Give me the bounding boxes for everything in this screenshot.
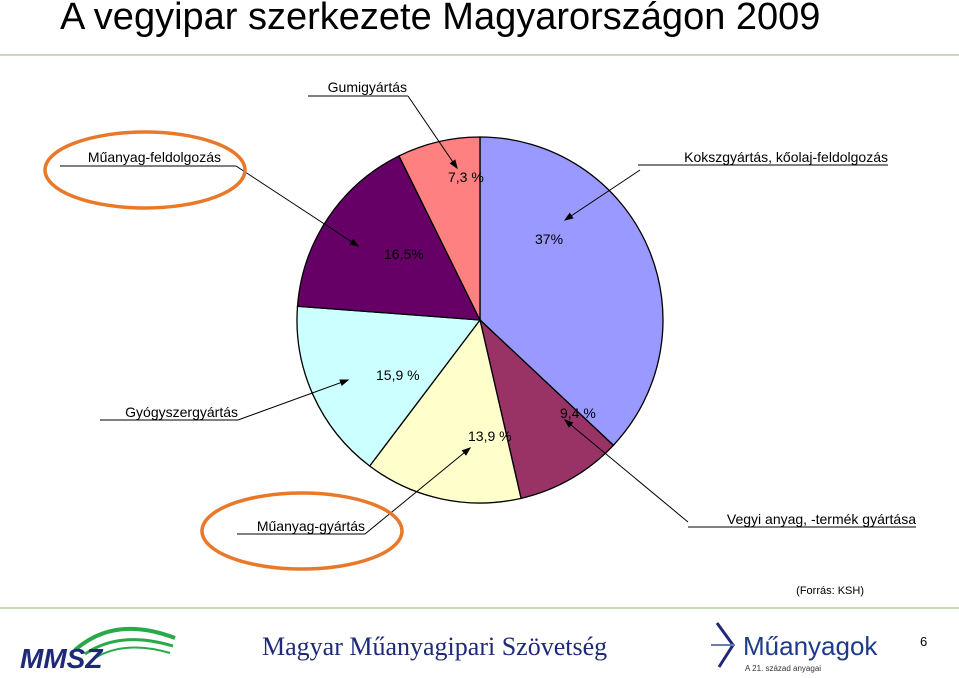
data-label-muanyag-feldolgozas: 16,5% [384,246,424,262]
data-label-gumi: 7,3 % [448,169,484,185]
pie-slice-muanyag-gyartas [368,318,522,504]
category-label-koksz: Kokszgyártás, kőolaj-feldolgozás [684,149,888,165]
page-number: 6 [920,634,928,649]
leader-line-muanyag-gyartas [364,447,471,535]
highlight-ellipse-1 [43,130,247,210]
leader-arrow-muanyag-feldolgozas [349,238,360,247]
category-label-vegyi: Vegyi anyag, -termék gyártása [727,511,916,527]
category-label-muanyag-gyartas: Műanyag-gyártás [257,518,365,534]
leader-line-muanyag-feldolgozas [235,165,359,247]
pie-slice-muanyag-feldolgozas [296,155,482,321]
footer-divider [0,607,959,609]
footer-organization: Magyar Műanyagipari Szövetség [262,632,608,661]
leader-line-gyogyszer [237,379,349,421]
slide-title: A vegyipar szerkezete Magyarországon 200… [60,0,821,38]
pie-slice-gumi [398,136,481,321]
category-label-muanyag-feldolgozas: Műanyag-feldolgozás [88,149,221,165]
svg-text:Műanyagok: Műanyagok [743,631,878,661]
mmsz-logo: MMSZ [20,626,176,674]
data-label-muanyag-gyartas: 13,9 % [468,428,512,444]
leader-line-gumi [407,95,458,169]
leader-arrow-gumi [449,159,458,170]
data-label-vegyi: 9,4 % [560,405,596,421]
svg-text:MMSZ: MMSZ [20,643,103,674]
leader-arrow-koksz [563,212,574,221]
leader-arrow-muanyag-gyartas [461,447,472,456]
title-divider [0,54,959,56]
data-label-gyogyszer: 15,9 % [376,367,420,383]
muanyagok-logo: Műanyagok A 21. század anyagai [711,622,878,673]
pie-slice-gyogyszer [296,305,482,467]
highlight-ellipse-2 [200,491,404,571]
leader-arrow-gyogyszer [339,379,350,386]
data-label-koksz: 37% [535,231,563,247]
category-label-gyogyszer: Gyógyszergyártás [125,404,238,420]
pie-chart: 37% 9,4 % 13,9 % 15,9 % 16,5% 7,3 % Kokszgyár… [43,79,916,571]
pie-slice-vegyi [478,318,615,500]
leader-arrow-vegyi [563,419,574,428]
leader-line-vegyi [564,419,689,523]
pie-slice-koksz [479,136,664,447]
source-note: (Forrás: KSH) [796,585,864,597]
svg-text:A 21. század anyagai: A 21. század anyagai [745,664,821,673]
category-label-gumi: Gumigyártás [328,79,407,95]
leader-line-koksz [564,169,641,221]
